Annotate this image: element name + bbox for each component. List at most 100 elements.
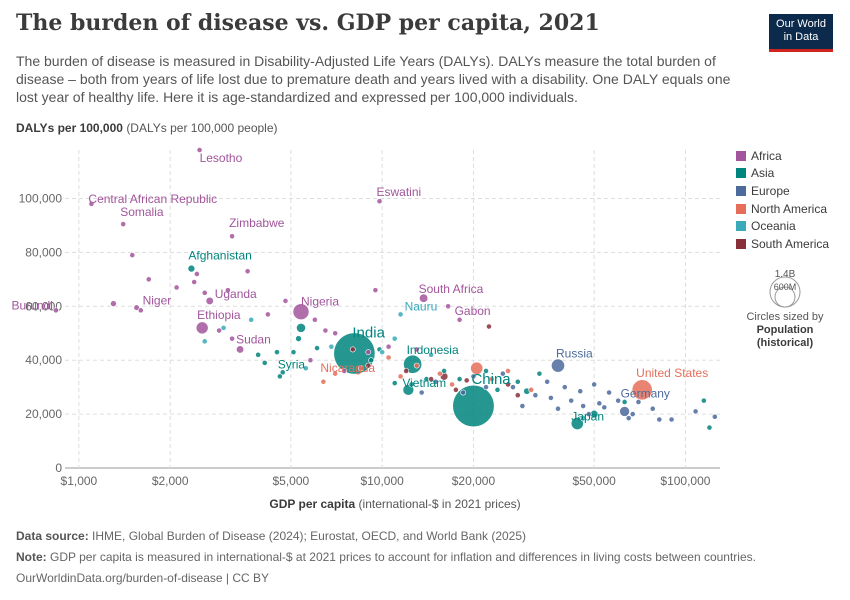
data-point[interactable]: [547, 395, 554, 401]
data-point[interactable]: [173, 284, 180, 291]
data-point[interactable]: [379, 349, 386, 356]
data-point[interactable]: [470, 361, 484, 375]
legend-item[interactable]: Europe: [736, 182, 829, 200]
data-point[interactable]: [700, 397, 707, 404]
data-point[interactable]: [499, 370, 506, 377]
point-ethiopia[interactable]: [195, 321, 209, 335]
data-point[interactable]: [436, 370, 443, 377]
data-point[interactable]: [372, 287, 379, 294]
data-point[interactable]: [692, 408, 699, 415]
data-point[interactable]: [194, 271, 200, 277]
data-point[interactable]: [494, 386, 501, 393]
data-point[interactable]: [276, 373, 283, 380]
data-point[interactable]: [129, 252, 136, 259]
data-point[interactable]: [349, 346, 356, 353]
data-point[interactable]: [483, 384, 489, 391]
data-point[interactable]: [201, 289, 208, 296]
legend-item[interactable]: North America: [736, 200, 829, 218]
data-point[interactable]: [441, 368, 447, 374]
point-china[interactable]: [452, 384, 495, 428]
data-point[interactable]: [224, 287, 231, 294]
data-point[interactable]: [635, 399, 642, 405]
data-point[interactable]: [536, 370, 543, 377]
data-point[interactable]: [328, 343, 335, 350]
data-point[interactable]: [445, 303, 452, 310]
data-point[interactable]: [332, 330, 339, 337]
data-point[interactable]: [385, 343, 392, 350]
data-point[interactable]: [244, 268, 251, 275]
data-point[interactable]: [428, 376, 435, 382]
data-point[interactable]: [591, 381, 598, 388]
data-point[interactable]: [544, 378, 551, 385]
data-point[interactable]: [577, 388, 584, 395]
data-point[interactable]: [452, 386, 459, 393]
data-point[interactable]: [585, 411, 592, 418]
data-point[interactable]: [656, 416, 663, 423]
data-point[interactable]: [216, 327, 223, 334]
data-point[interactable]: [460, 389, 467, 396]
data-point[interactable]: [706, 424, 713, 431]
data-point[interactable]: [483, 368, 489, 374]
data-point[interactable]: [365, 362, 372, 369]
data-point[interactable]: [357, 365, 364, 372]
data-point[interactable]: [145, 276, 152, 283]
data-point[interactable]: [261, 359, 268, 366]
point-zimbabwe[interactable]: [229, 233, 235, 240]
data-point[interactable]: [201, 338, 208, 345]
data-point[interactable]: [110, 300, 117, 307]
data-point[interactable]: [418, 389, 425, 396]
data-point[interactable]: [191, 279, 198, 285]
footer-url[interactable]: OurWorldinData.org/burden-of-disease | C…: [16, 571, 270, 585]
data-point[interactable]: [456, 376, 463, 382]
data-point[interactable]: [311, 316, 318, 323]
owid-logo[interactable]: Our World in Data: [769, 14, 833, 52]
data-point[interactable]: [621, 399, 628, 405]
point-nicaragua[interactable]: [320, 378, 327, 385]
data-point[interactable]: [470, 373, 477, 380]
data-point[interactable]: [296, 322, 306, 333]
data-point[interactable]: [413, 362, 420, 369]
data-point[interactable]: [580, 415, 587, 422]
point-lesotho[interactable]: [196, 147, 203, 153]
point-uganda[interactable]: [205, 296, 214, 305]
data-point[interactable]: [615, 397, 622, 404]
point-india[interactable]: [333, 332, 376, 375]
data-point[interactable]: [668, 416, 675, 423]
data-point[interactable]: [649, 405, 656, 412]
data-point[interactable]: [432, 378, 439, 385]
legend-item[interactable]: Africa: [736, 147, 829, 165]
data-point[interactable]: [290, 349, 297, 356]
data-point[interactable]: [391, 335, 398, 342]
data-point[interactable]: [255, 351, 262, 358]
data-point[interactable]: [561, 384, 568, 391]
data-point[interactable]: [555, 405, 561, 412]
point-japan[interactable]: [570, 417, 584, 430]
data-point[interactable]: [408, 381, 415, 388]
data-point[interactable]: [302, 365, 309, 372]
data-point[interactable]: [282, 298, 289, 304]
data-point[interactable]: [264, 311, 271, 318]
point-somalia[interactable]: [120, 221, 127, 228]
data-point[interactable]: [519, 403, 526, 409]
data-point[interactable]: [391, 380, 398, 387]
data-point[interactable]: [449, 381, 455, 388]
data-point[interactable]: [514, 378, 521, 385]
data-point[interactable]: [606, 389, 612, 396]
data-point[interactable]: [397, 373, 404, 380]
data-point[interactable]: [368, 357, 375, 364]
point-nauru[interactable]: [397, 311, 404, 318]
data-point[interactable]: [295, 335, 302, 342]
point-afghanistan[interactable]: [187, 264, 196, 273]
data-point[interactable]: [629, 411, 636, 418]
point-central-african-republic[interactable]: [88, 200, 95, 207]
data-point[interactable]: [601, 404, 608, 411]
data-point[interactable]: [463, 377, 470, 384]
data-point[interactable]: [568, 397, 575, 404]
data-point[interactable]: [711, 413, 718, 420]
data-point[interactable]: [403, 368, 410, 374]
data-point[interactable]: [514, 392, 521, 399]
data-point[interactable]: [220, 324, 227, 331]
data-point[interactable]: [229, 335, 235, 342]
data-point[interactable]: [365, 349, 372, 356]
